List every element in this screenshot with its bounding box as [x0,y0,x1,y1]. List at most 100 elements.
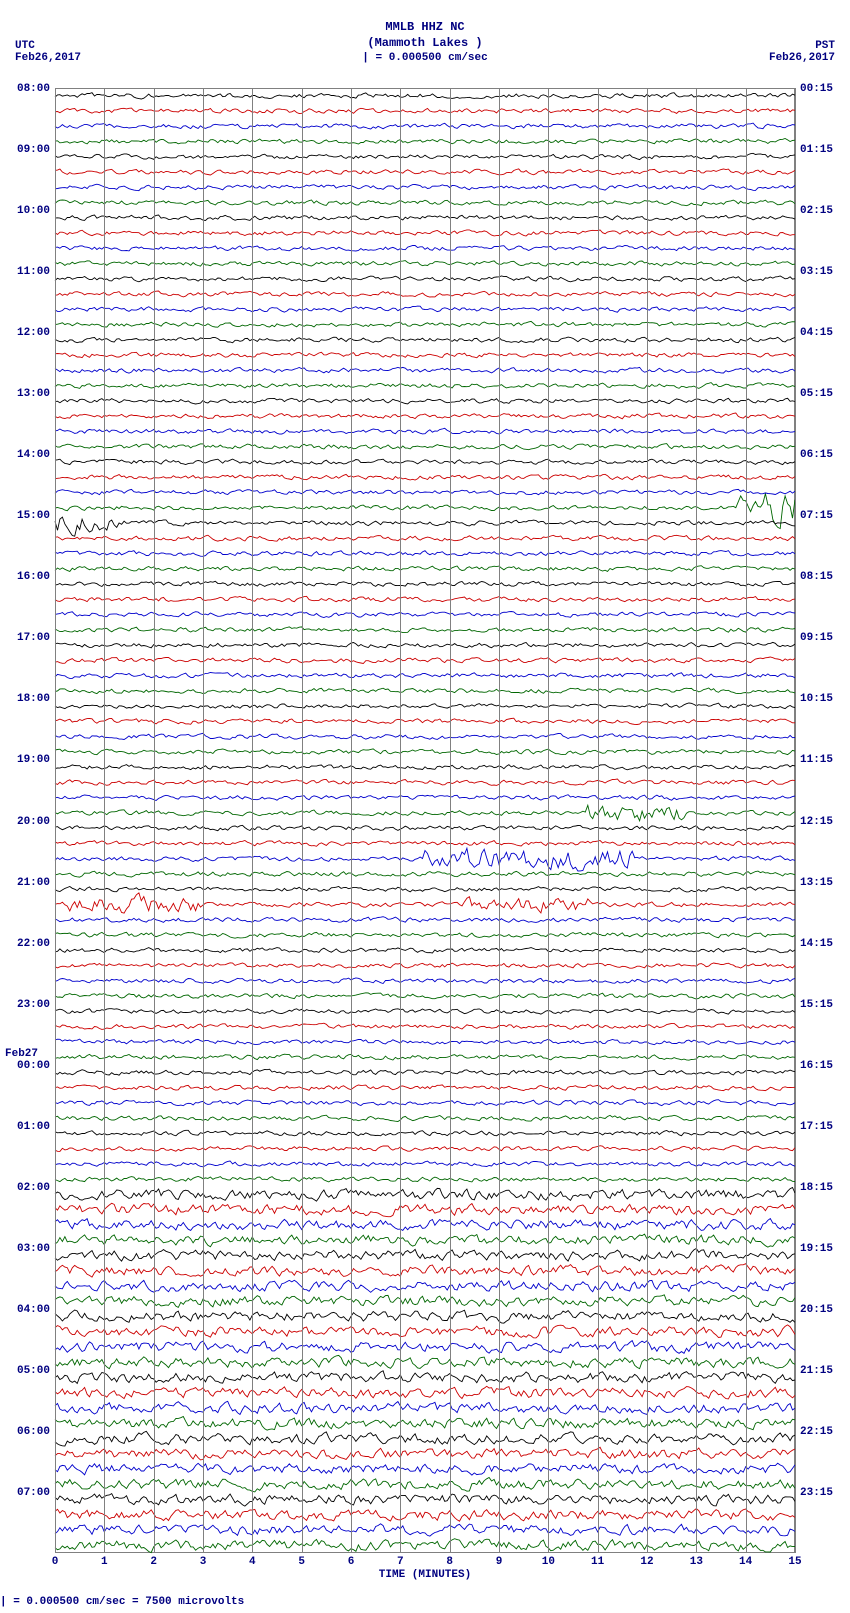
grid-line [400,88,401,1553]
seismic-trace [55,893,795,913]
seismic-trace [55,932,795,938]
seismic-trace [55,1524,795,1536]
utc-time-label: 22:00 [10,938,50,950]
seismic-trace [55,517,795,536]
pst-time-label: 11:15 [800,754,840,766]
seismic-trace [55,459,795,465]
seismic-trace [55,1325,795,1338]
seismic-trace [55,245,795,251]
pst-time-label: 19:15 [800,1243,840,1255]
x-tick-label: 0 [52,1556,59,1568]
x-tick-label: 5 [298,1556,305,1568]
seismic-trace [55,805,795,821]
utc-date-break: Feb27 [5,1048,38,1060]
utc-date: Feb26,2017 [15,52,81,64]
seismic-trace [55,612,795,618]
pst-time-label: 06:15 [800,449,840,461]
x-tick-label: 10 [542,1556,555,1568]
seismic-trace [55,428,795,434]
seismic-trace [55,1264,795,1277]
utc-time-label: 17:00 [10,632,50,644]
pst-time-label: 20:15 [800,1304,840,1316]
utc-time-label: 00:00 [10,1060,50,1072]
seismic-trace [55,321,795,327]
seismic-trace [55,1539,795,1553]
seismic-trace [55,1085,795,1091]
seismic-trace [55,337,795,343]
grid-line [746,88,747,1553]
utc-header: UTC Feb26,2017 [15,40,81,64]
grid-line [598,88,599,1553]
x-tick-label: 12 [640,1556,653,1568]
utc-time-label: 03:00 [10,1243,50,1255]
seismic-trace [55,200,795,206]
footer-marker-icon: | [0,1596,7,1608]
seismic-trace [55,1509,795,1522]
utc-time-label: 04:00 [10,1304,50,1316]
seismic-trace [55,1447,795,1460]
seismic-trace [55,306,795,312]
seismic-trace [55,1431,795,1446]
seismic-trace [55,718,795,724]
pst-time-label: 21:15 [800,1365,840,1377]
grid-line [696,88,697,1553]
seismic-trace [55,398,795,404]
seismic-trace [55,1188,795,1202]
seismic-trace [55,367,795,373]
seismic-trace [55,489,795,494]
grid-line [55,88,56,1553]
seismic-trace [55,1355,795,1368]
utc-time-label: 14:00 [10,449,50,461]
seismic-trace [55,887,795,892]
pst-time-label: 15:15 [800,999,840,1011]
seismic-trace [55,627,795,633]
seismic-trace [55,1280,795,1292]
pst-time-label: 03:15 [800,266,840,278]
utc-time-label: 01:00 [10,1121,50,1133]
pst-time-label: 01:15 [800,144,840,156]
seismic-trace [55,993,795,999]
plot-area: TIME (MINUTES) 012345678910111213141508:… [55,88,795,1553]
seismic-trace [55,1219,795,1231]
pst-time-label: 13:15 [800,877,840,889]
station-code: MMLB HHZ NC [0,20,850,36]
seismic-trace [55,1009,795,1014]
utc-time-label: 11:00 [10,266,50,278]
x-tick-label: 13 [690,1556,703,1568]
seismic-trace [55,413,795,419]
grid-line [104,88,105,1553]
utc-time-label: 12:00 [10,327,50,339]
seismic-trace [55,703,795,709]
utc-time-label: 02:00 [10,1182,50,1194]
seismic-trace [55,1371,795,1384]
trace-svg [55,88,795,1553]
seismic-trace [55,230,795,236]
seismic-trace [55,871,795,877]
seismic-trace [55,1494,795,1507]
utc-time-label: 10:00 [10,205,50,217]
seismic-trace [55,1463,795,1475]
seismic-trace [55,688,795,694]
header: MMLB HHZ NC (Mammoth Lakes ) | = 0.00050… [0,0,850,65]
seismic-trace [55,948,795,953]
grid-line [302,88,303,1553]
seismic-trace [55,749,795,755]
seismic-trace [55,1130,795,1136]
pst-date: Feb26,2017 [769,52,835,64]
seismic-trace [55,1203,795,1216]
pst-time-label: 00:15 [800,83,840,95]
seismic-trace [55,1023,795,1029]
seismic-trace [55,848,795,871]
seismic-trace [55,1234,795,1247]
seismic-trace [55,551,795,557]
x-tick-label: 4 [249,1556,256,1568]
scale-text: = 0.000500 cm/sec [376,52,488,64]
seismic-trace [55,581,795,586]
pst-time-label: 12:15 [800,816,840,828]
seismic-trace [55,139,795,145]
utc-time-label: 09:00 [10,144,50,156]
pst-time-label: 17:15 [800,1121,840,1133]
utc-time-label: 20:00 [10,816,50,828]
utc-time-label: 21:00 [10,877,50,889]
x-tick-label: 9 [496,1556,503,1568]
